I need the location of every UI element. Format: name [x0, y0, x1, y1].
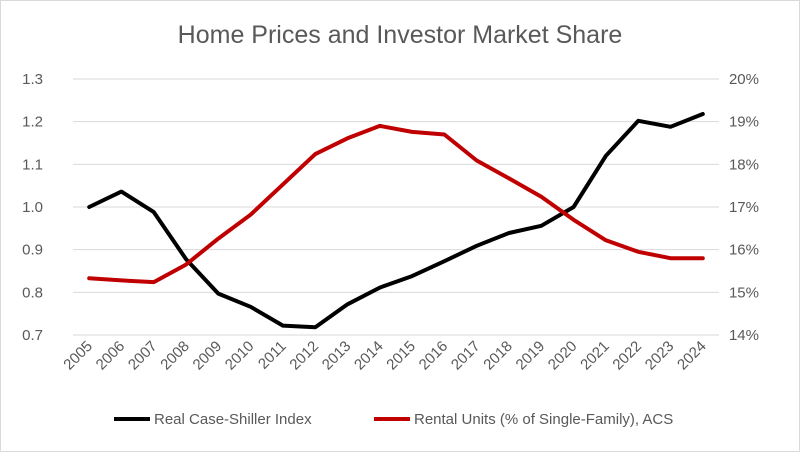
x-tick-label: 2015 [383, 338, 419, 374]
x-axis-ticks: 2005200620072008200920102011201220132014… [60, 338, 709, 374]
series-line-rental-units [87, 123, 705, 285]
x-tick-label: 2020 [545, 338, 581, 374]
right-tick-label: 20% [729, 71, 759, 88]
x-tick-label: 2011 [255, 338, 290, 373]
x-tick-label: 2024 [674, 338, 710, 374]
right-axis-ticks: 14% 15% 16% 17% 18% 19% 20% [729, 71, 759, 344]
right-tick-label: 17% [729, 199, 759, 216]
x-tick-label: 2008 [157, 338, 193, 374]
left-tick-label: 1.1 [22, 156, 43, 173]
left-tick-label: 0.9 [22, 242, 43, 259]
left-tick-label: 0.8 [22, 284, 43, 301]
x-tick-label: 2009 [190, 338, 226, 374]
right-tick-label: 18% [729, 156, 759, 173]
chart-title: Home Prices and Investor Market Share [177, 21, 623, 49]
left-tick-label: 1.2 [22, 114, 43, 131]
x-tick-label: 2019 [513, 338, 549, 374]
x-tick-label: 2014 [351, 338, 387, 374]
left-tick-label: 0.7 [22, 327, 43, 344]
x-tick-label: 2007 [125, 338, 161, 374]
x-tick-label: 2017 [448, 338, 484, 374]
x-tick-label: 2012 [286, 338, 322, 374]
right-tick-label: 14% [729, 327, 759, 344]
x-tick-label: 2006 [93, 338, 129, 374]
x-tick-label: 2016 [416, 338, 452, 374]
series-lines [87, 112, 705, 330]
left-tick-label: 1.3 [22, 71, 43, 88]
x-tick-label: 2018 [480, 338, 516, 374]
x-tick-label: 2005 [60, 338, 96, 374]
legend: Real Case-Shiller Index Rental Units (% o… [114, 411, 673, 428]
x-tick-label: 2022 [609, 338, 645, 374]
right-tick-label: 15% [729, 284, 759, 301]
series-line-case-shiller [87, 112, 705, 330]
left-tick-label: 1.0 [22, 199, 43, 216]
x-tick-label: 2010 [222, 338, 258, 374]
legend-label: Rental Units (% of Single-Family), ACS [414, 411, 673, 428]
x-tick-label: 2013 [319, 338, 355, 374]
x-tick-label: 2023 [642, 338, 678, 374]
legend-label: Real Case-Shiller Index [154, 411, 312, 428]
right-tick-label: 16% [729, 242, 759, 259]
x-tick-label: 2021 [577, 338, 613, 374]
right-tick-label: 19% [729, 114, 759, 131]
left-axis-ticks: 0.7 0.8 0.9 1.0 1.1 1.2 1.3 [22, 71, 43, 344]
gridlines [73, 78, 719, 336]
